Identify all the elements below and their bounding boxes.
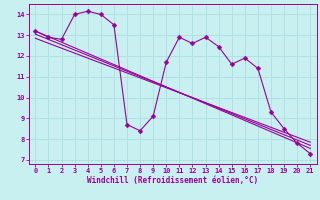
X-axis label: Windchill (Refroidissement éolien,°C): Windchill (Refroidissement éolien,°C) (87, 176, 258, 185)
